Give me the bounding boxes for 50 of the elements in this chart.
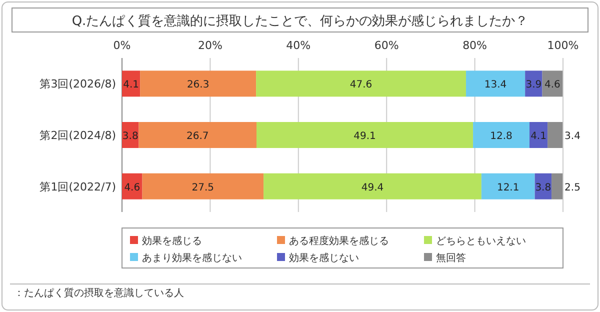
data-label: 4.6: [544, 80, 560, 91]
data-label: 12.1: [496, 182, 520, 194]
x-tick-label: 60%: [374, 39, 399, 52]
y-tick-label: 第3回(2026/8): [40, 78, 116, 91]
data-label: 26.7: [186, 131, 209, 142]
data-label: 4.1: [123, 80, 139, 91]
data-label: 49.4: [361, 182, 384, 194]
data-label: 3.4: [564, 131, 580, 142]
data-label: 26.3: [186, 80, 210, 91]
bar: [256, 70, 466, 97]
y-tick-label: 第2回(2024/8): [40, 129, 116, 142]
y-tick-label: 第1回(2022/7): [40, 180, 116, 194]
data-label: 47.6: [350, 80, 372, 91]
x-tick-label: 40%: [286, 39, 311, 52]
data-label: 3.8: [122, 131, 138, 142]
bar: [481, 173, 535, 200]
data-label: 2.5: [564, 182, 580, 194]
x-tick-label: 100%: [547, 39, 579, 52]
bar: [529, 122, 548, 148]
data-label: 12.8: [490, 131, 512, 142]
data-label: 13.4: [484, 80, 507, 91]
bar: [122, 70, 140, 97]
legend-label: 効果を感じる: [142, 235, 202, 247]
bar: [256, 122, 474, 148]
data-label: 3.9: [526, 80, 542, 91]
legend-label: ある程度効果を感じる: [289, 235, 389, 247]
bar: [548, 122, 563, 148]
x-tick-label: 80%: [462, 39, 488, 52]
text: ：たんぱく質の摂取を意識している人: [14, 287, 184, 299]
x-tick-label: 20%: [198, 39, 222, 52]
legend-label: どちらともいえない: [436, 236, 526, 247]
legend-label: 効果を感じない: [289, 252, 359, 264]
data-label: 27.5: [192, 182, 214, 194]
bar: [140, 70, 256, 97]
bar: [466, 70, 526, 97]
x-tick-label: 0%: [113, 39, 131, 52]
bar: [142, 173, 264, 200]
bar: [552, 173, 563, 200]
bar: [525, 70, 542, 97]
data-label: 3.8: [535, 182, 552, 194]
data-label: 4.1: [530, 131, 546, 142]
legend-label: 無回答: [436, 252, 466, 264]
bar: [122, 173, 142, 200]
data-label: 4.6: [124, 182, 140, 194]
bar: [264, 173, 482, 200]
data-label: 49.1: [354, 131, 376, 142]
legend-label: あまり効果を感じない: [142, 252, 242, 264]
bar: [138, 122, 257, 148]
bar: [473, 122, 530, 148]
chart-title: Q.たんぱく質を意識的に摂取したことで、何らかの効果が感じられましたか？: [72, 14, 528, 29]
